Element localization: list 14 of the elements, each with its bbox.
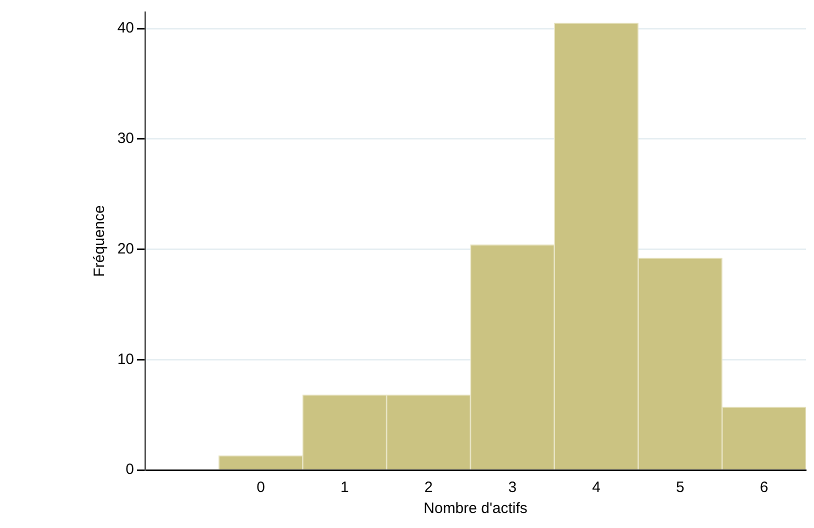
y-tick-label: 40	[117, 20, 134, 37]
x-tick-label: 6	[760, 479, 768, 496]
x-tick-label: 3	[508, 479, 517, 496]
x-tick-label: 0	[256, 479, 265, 496]
x-axis-title: Nombre d'actifs	[424, 500, 528, 518]
y-tick-label: 30	[117, 130, 134, 148]
y-tick-label: 20	[117, 240, 134, 258]
x-tick-label: 5	[676, 479, 684, 496]
y-axis-title: Fréquence	[91, 205, 108, 277]
x-tick-label: 2	[424, 479, 433, 496]
x-tick-label: 1	[340, 479, 349, 496]
y-tick-label: 10	[117, 350, 134, 368]
x-tick-label: 4	[592, 479, 600, 496]
y-tick-label: 0	[126, 461, 134, 478]
